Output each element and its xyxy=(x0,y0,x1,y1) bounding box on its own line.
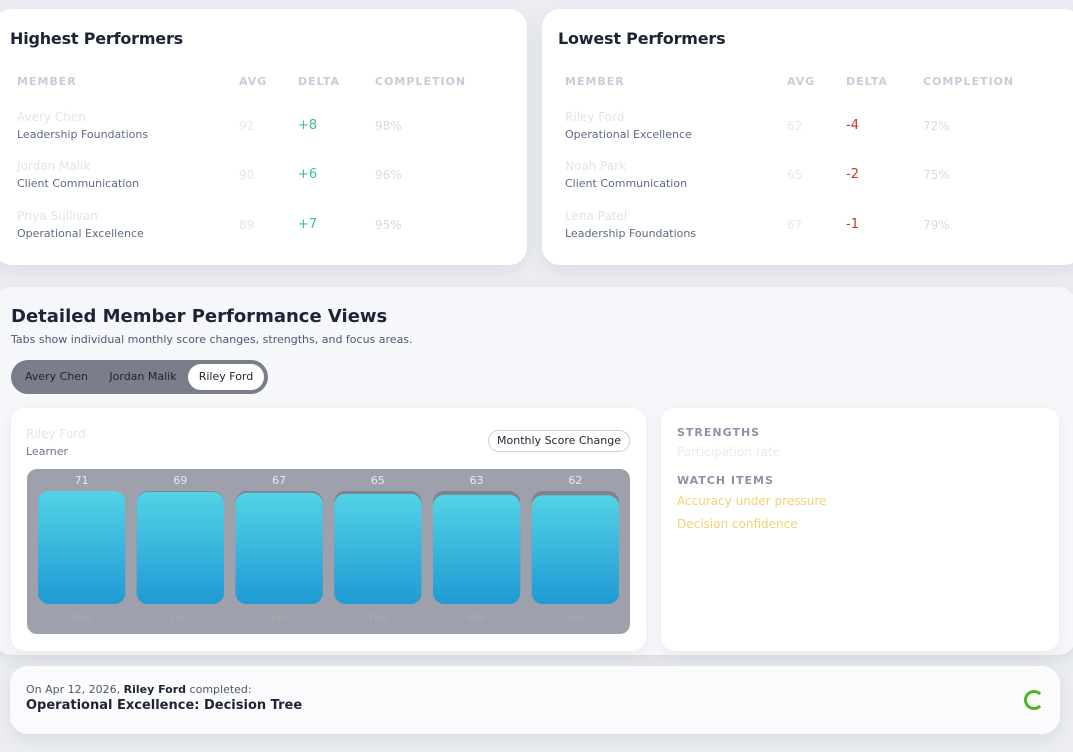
score-bar[interactable] xyxy=(38,491,126,604)
score-bar[interactable] xyxy=(136,491,224,604)
member-course: Operational Excellence xyxy=(17,227,144,240)
chart-member-name: Riley Ford xyxy=(26,427,86,441)
column-header-member: MEMBER xyxy=(17,75,77,88)
table-row[interactable]: Lena Patel Leadership Foundations 67 -1 … xyxy=(542,209,1073,253)
member-delta: -4 xyxy=(846,118,859,133)
lowest-performers-card: Lowest Performers MEMBER AVG DELTA COMPL… xyxy=(542,9,1073,265)
member-delta: +7 xyxy=(298,217,318,232)
watch-items-heading: WATCH ITEMS xyxy=(677,474,774,487)
member-avg: 90 xyxy=(239,168,255,182)
activity-date: On Apr 12, 2026, xyxy=(26,683,121,696)
member-avg: 92 xyxy=(239,119,255,133)
table-row[interactable]: Jordan Malik Client Communication 90 +6 … xyxy=(0,159,527,203)
strength-item: Participation rate xyxy=(677,445,781,459)
member-completion: 96% xyxy=(375,168,402,182)
member-course: Client Communication xyxy=(17,177,140,190)
member-name: Riley Ford xyxy=(565,110,625,124)
section-title: Detailed Member Performance Views xyxy=(11,306,388,327)
member-course: Leadership Foundations xyxy=(17,128,149,141)
member-avg: 67 xyxy=(787,218,803,232)
column-header-completion: COMPLETION xyxy=(375,75,467,88)
member-course: Operational Excellence xyxy=(565,128,692,141)
member-delta: +6 xyxy=(298,167,318,182)
member-delta: +8 xyxy=(298,118,318,133)
member-completion: 95% xyxy=(375,218,402,232)
column-header-member: MEMBER xyxy=(565,75,625,88)
bar-value-label: 65 xyxy=(371,474,385,487)
tab-avery-chen[interactable]: Avery Chen xyxy=(24,370,89,383)
score-bar[interactable] xyxy=(235,492,323,604)
score-bar[interactable] xyxy=(433,494,521,604)
bar-category-label: Jan xyxy=(270,613,286,624)
chart-member-role: Learner xyxy=(26,445,69,458)
activity-title: Operational Excellence: Decision Tree xyxy=(26,698,303,713)
member-performance-section: Detailed Member Performance Views Tabs s… xyxy=(0,287,1073,655)
bar-category-label: Feb xyxy=(369,613,387,624)
member-name: Lena Patel xyxy=(565,209,628,223)
recent-activity-card: On Apr 12, 2026, Riley Ford completed: O… xyxy=(10,666,1060,734)
score-chart-panel: Riley Ford Learner Monthly Score Change … xyxy=(11,408,646,651)
member-name: Noah Park xyxy=(565,159,627,173)
score-bar[interactable] xyxy=(334,493,422,604)
tab-riley-ford[interactable]: Riley Ford xyxy=(188,364,264,390)
activity-member: Riley Ford xyxy=(123,683,187,696)
strengths-panel: STRENGTHS Participation rate WATCH ITEMS… xyxy=(661,408,1059,651)
member-completion: 79% xyxy=(923,218,950,232)
column-header-completion: COMPLETION xyxy=(923,75,1015,88)
member-course: Client Communication xyxy=(565,177,688,190)
member-tabs: Avery Chen Jordan Malik Riley Ford xyxy=(11,360,268,394)
bar-category-label: Mar xyxy=(467,613,487,624)
column-header-delta: DELTA xyxy=(298,75,340,88)
member-completion: 75% xyxy=(923,168,950,182)
table-row[interactable]: Riley Ford Operational Excellence 62 -4 … xyxy=(542,110,1073,154)
member-completion: 98% xyxy=(375,119,402,133)
member-avg: 65 xyxy=(787,168,803,182)
column-header-avg: AVG xyxy=(787,75,816,88)
highest-performers-title: Highest Performers xyxy=(10,29,183,48)
member-completion: 72% xyxy=(923,119,950,133)
bar-category-label: Dec xyxy=(171,613,190,624)
score-bar-chart: 71 Nov 69 Dec 67 Jan 65 Feb 63 Mar 62 Apr xyxy=(27,469,630,634)
member-name: Jordan Malik xyxy=(17,159,91,173)
bar-value-label: 62 xyxy=(568,474,582,487)
bar-value-label: 69 xyxy=(173,474,187,487)
member-name: Priya Sullivan xyxy=(17,209,98,223)
table-row[interactable]: Noah Park Client Communication 65 -2 75% xyxy=(542,159,1073,203)
section-subtitle: Tabs show individual monthly score chang… xyxy=(11,333,413,346)
watch-item: Decision confidence xyxy=(677,517,798,531)
member-avg: 62 xyxy=(787,119,803,133)
activity-meta: On Apr 12, 2026, Riley Ford completed: xyxy=(26,683,252,696)
bar-category-label: Apr xyxy=(567,613,585,624)
bar-category-label: Nov xyxy=(72,613,92,624)
table-row[interactable]: Avery Chen Leadership Foundations 92 +8 … xyxy=(0,110,527,154)
member-course: Leadership Foundations xyxy=(565,227,697,240)
table-row[interactable]: Priya Sullivan Operational Excellence 89… xyxy=(0,209,527,253)
bar-value-label: 63 xyxy=(470,474,484,487)
member-delta: -1 xyxy=(846,217,859,232)
member-delta: -2 xyxy=(846,167,859,182)
member-avg: 89 xyxy=(239,218,255,232)
watch-item: Accuracy under pressure xyxy=(677,494,827,508)
column-header-avg: AVG xyxy=(239,75,268,88)
member-name: Avery Chen xyxy=(17,110,86,124)
loading-spinner-icon xyxy=(1024,690,1044,710)
column-header-delta: DELTA xyxy=(846,75,888,88)
activity-verb: completed: xyxy=(189,683,252,696)
lowest-performers-title: Lowest Performers xyxy=(558,29,726,48)
bar-value-label: 67 xyxy=(272,474,286,487)
highest-performers-card: Highest Performers MEMBER AVG DELTA COMP… xyxy=(0,9,527,265)
bar-value-label: 71 xyxy=(75,474,89,487)
score-bar[interactable] xyxy=(531,495,619,604)
monthly-score-change-badge: Monthly Score Change xyxy=(488,430,630,452)
strengths-heading: STRENGTHS xyxy=(677,426,761,439)
tab-jordan-malik[interactable]: Jordan Malik xyxy=(109,370,177,383)
